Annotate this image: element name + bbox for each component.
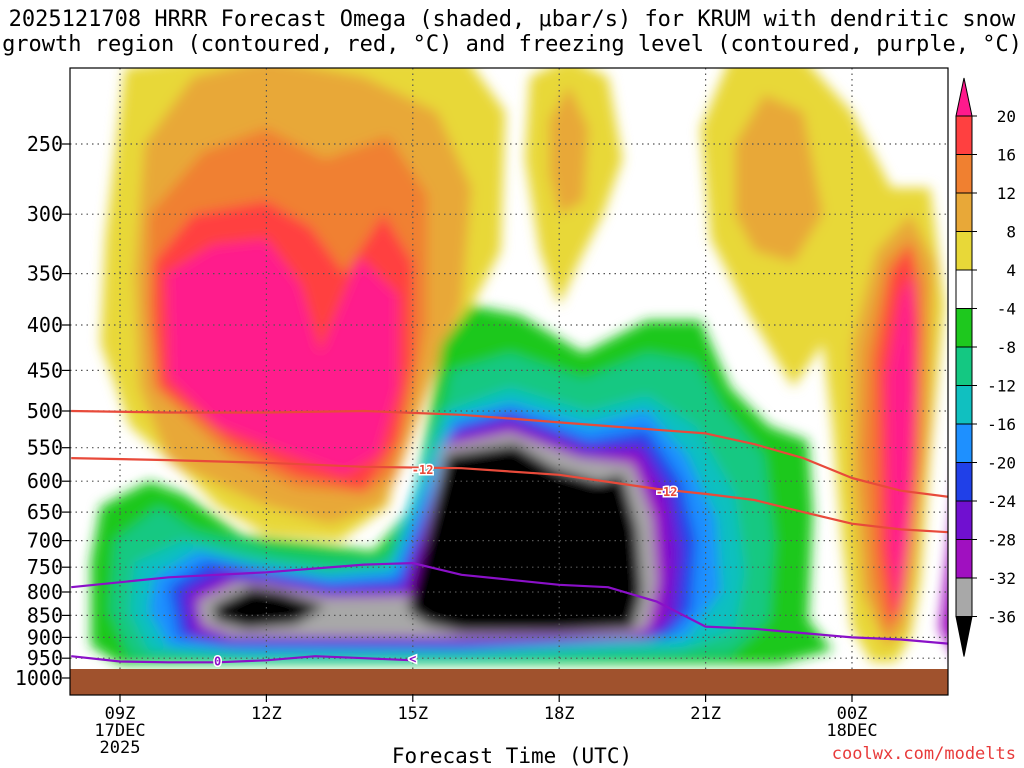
colorbar-segment-4: [955, 231, 973, 271]
colorbar-segment-8: [955, 385, 973, 425]
y-tick-label-900: 900: [27, 625, 63, 649]
colorbar-label-0: 20: [997, 107, 1016, 126]
colorbar-segment-11: [955, 500, 973, 540]
colorbar-segment-13: [955, 577, 973, 617]
y-tick-label-650: 650: [27, 500, 63, 524]
y-tick-label-350: 350: [27, 262, 63, 286]
contour-label-1: -12: [656, 485, 678, 499]
omega-sinking-east-mg: [939, 555, 948, 644]
contour--12-c-upper: [71, 409, 948, 498]
y-tick-label-250: 250: [27, 132, 63, 156]
colorbar-label-13: -36: [987, 608, 1016, 627]
contour-label-3: <: [409, 652, 416, 666]
colorbar-top-arrow: [955, 77, 973, 117]
x-tick-label-18Z: 18Z: [544, 704, 575, 724]
colorbar-segment-12: [955, 539, 973, 579]
colorbar-segment-5: [955, 269, 973, 309]
y-tick-label-1000: 1000: [15, 666, 63, 690]
x-tick-date-09Z: 17DEC: [94, 721, 145, 741]
x-tick-label-00Z: 00Z: [837, 704, 868, 724]
colorbar-label-9: -20: [987, 454, 1016, 473]
y-tick-label-500: 500: [27, 399, 63, 423]
contour-freezing-level-0-c: [71, 655, 413, 664]
y-axis: 2503003504004505005506006507007508008509…: [15, 132, 70, 690]
credit-link[interactable]: coolwx.com/modelts: [831, 744, 1016, 764]
y-tick-label-950: 950: [27, 646, 63, 670]
contour--12-c-lower: [71, 457, 948, 534]
x-tick-label-15Z: 15Z: [397, 704, 428, 724]
colorbar-segment-1: [955, 115, 973, 155]
y-tick-label-550: 550: [27, 436, 63, 460]
x-tick-year-09Z: 2025: [100, 738, 141, 758]
colorbar-label-3: 8: [1006, 223, 1016, 242]
y-tick-label-600: 600: [27, 469, 63, 493]
omega-rising-west-20: [166, 239, 399, 475]
colorbar-label-5: -4: [997, 300, 1016, 319]
x-tick-label-09Z: 09Z: [105, 704, 136, 724]
x-tick-date-00Z: 18DEC: [826, 721, 877, 741]
chart-title-line2: growth region (contoured, red, °C) and f…: [2, 32, 1022, 57]
colorbar-label-7: -12: [987, 377, 1016, 396]
x-tick-label-21Z: 21Z: [690, 704, 721, 724]
colorbar-label-6: -8: [997, 338, 1016, 357]
colorbar-label-4: 4: [1006, 261, 1016, 280]
colorbar-segment-3: [955, 192, 973, 232]
x-axis-label: Forecast Time (UTC): [391, 744, 633, 768]
colorbar-segment-10: [955, 462, 973, 502]
colorbar-label-11: -28: [987, 531, 1016, 550]
omega-shading: [90, 68, 948, 665]
colorbar-label-10: -24: [987, 492, 1016, 511]
colorbar-label-12: -32: [987, 569, 1016, 588]
y-tick-label-750: 750: [27, 555, 63, 579]
colorbar-label-2: 12: [997, 184, 1016, 203]
y-tick-label-300: 300: [27, 202, 63, 226]
omega-rising-east-20: [886, 273, 916, 620]
plot-frame: [69, 67, 949, 696]
colorbar-segment-6: [955, 308, 973, 348]
y-tick-label-700: 700: [27, 529, 63, 553]
colorbar-label-8: -16: [987, 415, 1016, 434]
y-tick-label-450: 450: [27, 358, 63, 382]
chart-title: 2025121708 HRRR Forecast Omega (shaded, …: [8, 7, 1016, 32]
x-tick-label-12Z: 12Z: [251, 704, 282, 724]
y-tick-label-850: 850: [27, 603, 63, 627]
colorbar-label-1: 16: [997, 146, 1016, 165]
colorbar-segment-2: [955, 154, 973, 194]
colorbar-bottom-arrow: [955, 616, 973, 657]
colorbar-segment-9: [955, 423, 973, 463]
y-tick-label-400: 400: [27, 313, 63, 337]
omega-field: [90, 68, 948, 665]
contour-label-2: 0: [214, 655, 221, 669]
contour-label-0: -12: [412, 463, 434, 477]
ground-surface: [70, 669, 948, 695]
contour-freezing-level-upper: [71, 561, 948, 645]
omega-colorbar: 20 16 12 8 4 -4 -8 -12 -16 -20 -24 -28 -32 -36: [955, 77, 1016, 657]
y-tick-label-800: 800: [27, 580, 63, 604]
colorbar-segment-7: [955, 346, 973, 386]
omega-sinking-core-west: [212, 587, 325, 629]
temperature-contours: -12 -12 0 <: [71, 409, 948, 670]
omega-rising-21z-8: [734, 94, 823, 263]
